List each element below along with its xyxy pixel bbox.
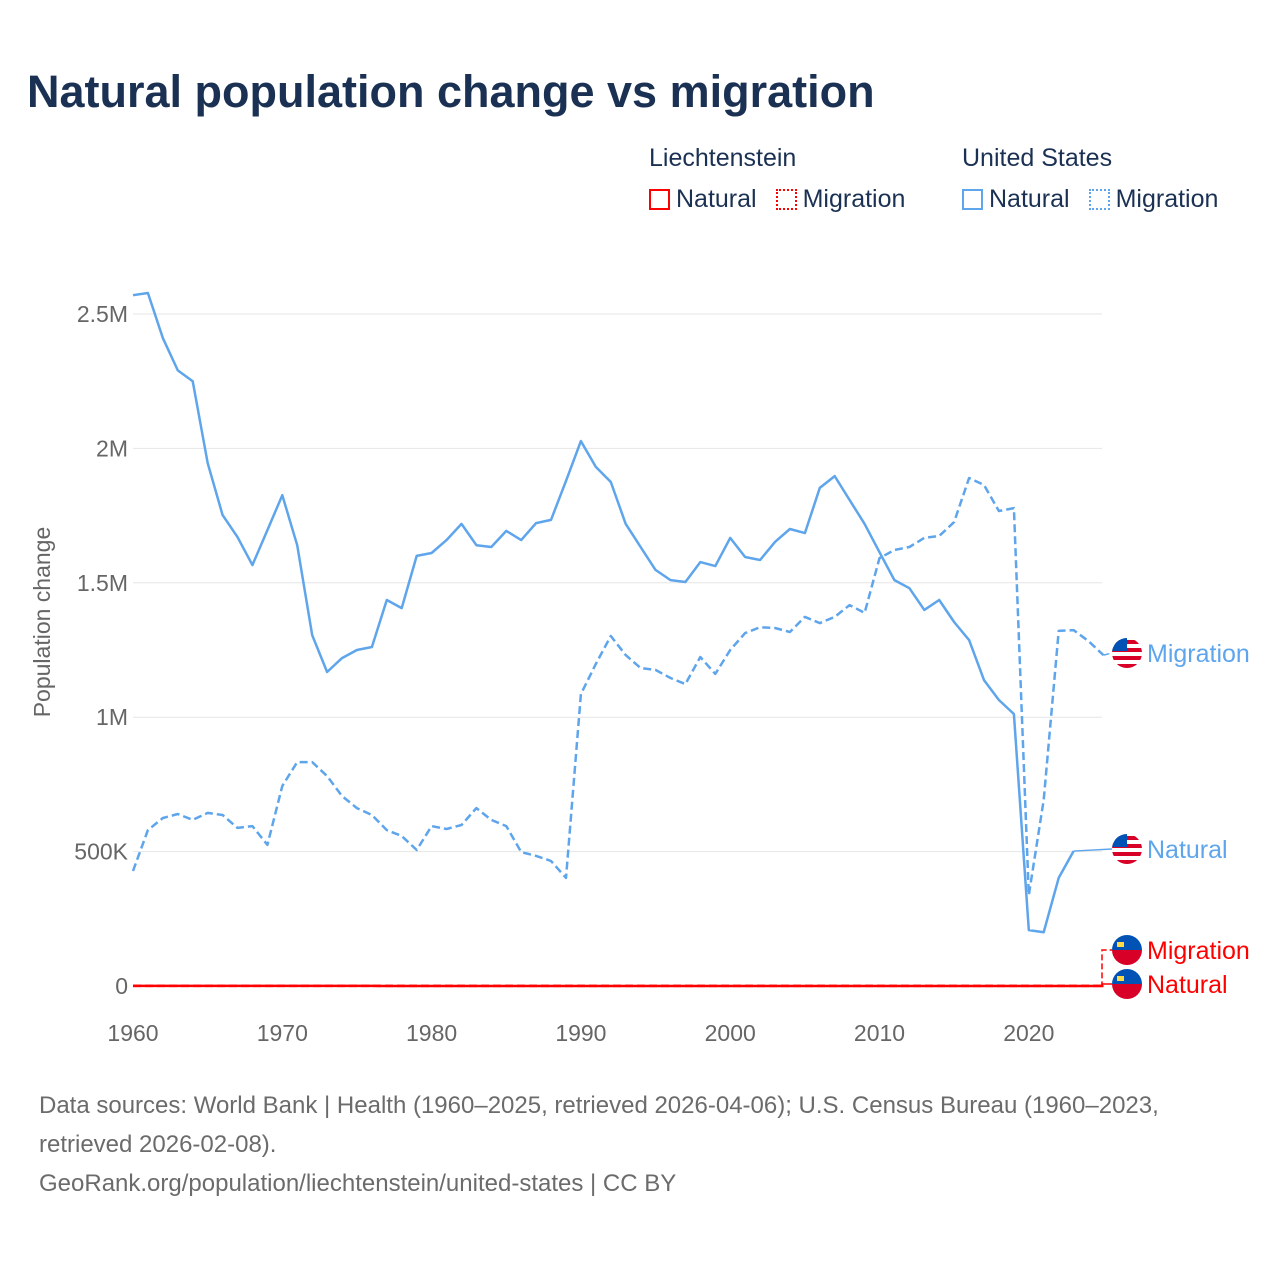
legend-item-us-migration[interactable]: Migration — [1088, 185, 1219, 214]
y-tick-label: 2M — [96, 435, 128, 461]
flag-stripe — [1112, 852, 1142, 856]
solid-swatch-icon — [962, 189, 983, 210]
flag-stripe — [1112, 860, 1142, 864]
legend-item-li-migration[interactable]: Migration — [775, 185, 906, 214]
x-tick-label: 2020 — [1003, 1020, 1054, 1046]
x-tick-label: 2000 — [705, 1020, 756, 1046]
series-end-label: Natural — [1147, 971, 1228, 999]
label-connector — [1101, 983, 1112, 987]
us-flag-icon — [1112, 834, 1142, 864]
y-axis-label: Population change — [29, 527, 55, 718]
legend-label: Migration — [1115, 185, 1219, 213]
dotted-swatch-icon — [775, 189, 797, 210]
legend-label: Natural — [989, 185, 1070, 213]
y-tick-label: 0 — [115, 973, 128, 999]
series-end-label: Migration — [1147, 640, 1250, 668]
x-tick-label: 1980 — [406, 1020, 457, 1046]
flag-stripe — [1112, 664, 1142, 668]
series-line-united-states-migration — [131, 476, 1105, 897]
label-connector — [1101, 949, 1112, 987]
flag-bottom — [1112, 984, 1142, 999]
liechtenstein-flag-icon — [1112, 969, 1142, 999]
flag-canton — [1112, 638, 1127, 651]
crown-icon — [1117, 976, 1124, 981]
legend-united-states: Natural Migration — [962, 185, 1237, 214]
x-tick-label: 2010 — [854, 1020, 905, 1046]
legend-group-liechtenstein: Liechtenstein — [649, 144, 797, 172]
series-line-united-states-natural — [132, 291, 1075, 934]
flag-body — [1112, 834, 1142, 864]
y-tick-label: 1M — [96, 704, 128, 730]
legend-label: Natural — [676, 185, 757, 213]
series-end-label: Natural — [1147, 836, 1228, 864]
legend-label: Migration — [802, 185, 906, 213]
x-tick-label: 1970 — [257, 1020, 308, 1046]
label-connector — [1103, 652, 1113, 656]
flag-body — [1112, 638, 1142, 668]
flag-top — [1112, 969, 1142, 984]
chart-title: Natural population change vs migration — [27, 66, 875, 117]
dotted-swatch-icon — [1088, 189, 1110, 210]
footer-sources: Data sources: World Bank | Health (1960–… — [39, 1092, 1159, 1158]
x-tick-label: 1990 — [555, 1020, 606, 1046]
series-end-label: Migration — [1147, 937, 1250, 965]
legend-group-united-states: United States — [962, 144, 1113, 172]
flag-canton — [1112, 834, 1127, 847]
legend-liechtenstein: Natural Migration — [649, 185, 924, 214]
solid-swatch-icon — [649, 189, 670, 210]
y-tick-label: 500K — [74, 839, 128, 865]
us-flag-icon — [1112, 638, 1142, 668]
flag-top — [1112, 935, 1142, 950]
flag-stripe — [1112, 656, 1142, 660]
line-chart: 0 500K 1M 1.5M 2M 2.5M 1960 1970 1980 1990 2000 201… — [29, 291, 1250, 1046]
x-tick-label: 1960 — [107, 1020, 158, 1046]
footer-credit[interactable]: GeoRank.org/population/liechtenstein/uni… — [39, 1170, 677, 1197]
liechtenstein-flag-icon — [1112, 935, 1142, 965]
crown-icon — [1117, 942, 1124, 947]
legend-item-us-natural[interactable]: Natural — [962, 185, 1070, 214]
y-tick-label: 2.5M — [77, 301, 128, 327]
y-tick-label: 1.5M — [77, 570, 128, 596]
label-connector — [1073, 848, 1113, 852]
flag-bottom — [1112, 950, 1142, 965]
legend-item-li-natural[interactable]: Natural — [649, 185, 757, 214]
